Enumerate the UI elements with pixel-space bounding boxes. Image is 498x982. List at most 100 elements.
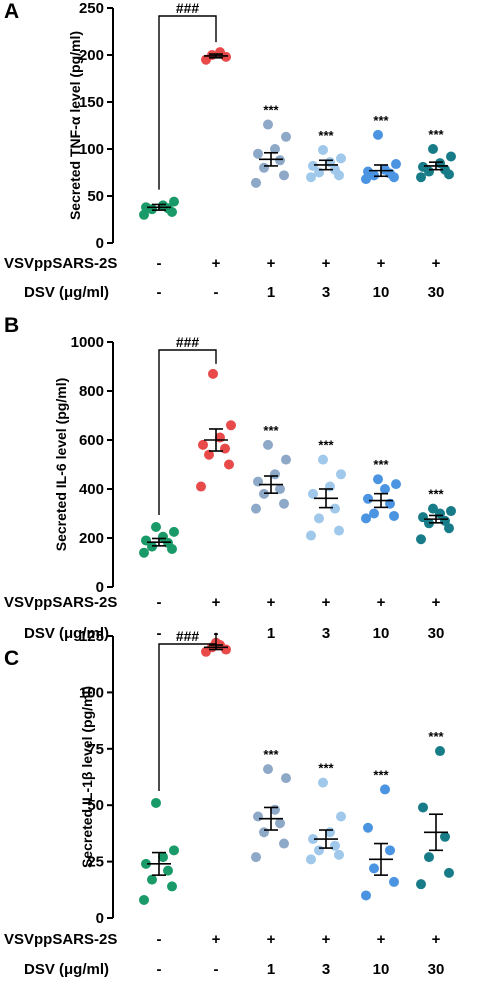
row-value: 1: [267, 284, 275, 301]
data-point: [446, 151, 456, 162]
row-value: -: [157, 284, 162, 301]
row-value: +: [377, 255, 386, 272]
data-point: [259, 162, 269, 173]
row-value: +: [377, 594, 386, 611]
data-point: [141, 535, 151, 546]
row-value: -: [157, 594, 162, 611]
data-point: [253, 148, 263, 159]
y-tick-label: 250: [79, 0, 104, 17]
data-point: [389, 876, 399, 887]
group-3: ***: [251, 103, 291, 188]
group-6: ***: [416, 729, 454, 890]
data-point: [336, 469, 346, 480]
significance-marker: ***: [428, 127, 444, 142]
data-point: [435, 746, 445, 757]
y-tick-label: 75: [87, 741, 104, 758]
row-label: VSVppSARS-2S: [4, 594, 117, 611]
row-label: DSV (μg/ml): [24, 961, 109, 978]
data-point: [208, 368, 218, 379]
data-point: [263, 439, 273, 450]
data-point: [141, 202, 151, 213]
y-tick-label: 1000: [71, 334, 104, 351]
group-6: ***: [416, 127, 456, 183]
y-tick-label: 0: [96, 579, 104, 596]
y-tick-label: 100: [79, 684, 104, 701]
y-tick-label: 0: [96, 235, 104, 252]
data-point: [416, 879, 426, 890]
data-point: [416, 534, 426, 545]
data-point: [198, 439, 208, 450]
data-point: [275, 818, 285, 829]
data-point: [151, 521, 161, 532]
data-point: [330, 840, 340, 851]
data-point: [281, 454, 291, 465]
data-point: [167, 881, 177, 892]
data-point: [416, 172, 426, 183]
row-value: 10: [373, 625, 390, 642]
group-4: ***: [306, 761, 346, 865]
comparison-bracket: [158, 632, 217, 791]
data-point: [169, 526, 179, 537]
data-point: [270, 144, 280, 154]
data-point: [281, 773, 291, 784]
data-point: [253, 811, 263, 822]
data-point: [389, 510, 399, 521]
significance-marker: ***: [263, 103, 279, 118]
row-label: VSVppSARS-2S: [4, 255, 117, 272]
data-point: [440, 831, 450, 842]
data-point: [279, 838, 289, 849]
row-value: +: [322, 594, 331, 611]
data-point: [418, 161, 428, 172]
significance-marker: ***: [318, 761, 334, 776]
data-point: [418, 512, 428, 523]
data-point: [306, 854, 316, 865]
data-point: [361, 174, 371, 185]
data-point: [279, 498, 289, 509]
data-point: [279, 170, 289, 181]
data-point: [336, 153, 346, 164]
data-point: [308, 160, 318, 171]
panel-letter: B: [4, 314, 19, 337]
data-point: [169, 196, 179, 207]
data-point: [391, 159, 401, 170]
row-value: +: [432, 594, 441, 611]
data-point: [139, 894, 149, 905]
data-point: [169, 845, 179, 856]
data-point: [380, 164, 390, 175]
data-point: [428, 144, 438, 154]
data-point: [151, 797, 161, 808]
row-value: -: [157, 961, 162, 978]
data-point: [363, 493, 373, 504]
panel-c: C 0 25 50 75 100 125 Secreted IL-1β level (pg/m…: [4, 628, 454, 978]
data-point: [363, 166, 373, 177]
y-tick-label: 800: [79, 383, 104, 400]
group-5: ***: [361, 113, 401, 185]
data-point: [330, 503, 340, 514]
data-point: [444, 867, 454, 878]
data-point: [391, 479, 401, 490]
data-point: [306, 172, 316, 183]
y-tick-label: 200: [79, 530, 104, 547]
data-point: [385, 845, 395, 856]
data-point: [275, 484, 285, 494]
group-1: [139, 797, 179, 905]
significance-marker: ***: [318, 438, 334, 453]
y-tick-label: 150: [79, 94, 104, 111]
data-point: [141, 858, 151, 869]
group-2: [196, 368, 236, 492]
row-value: +: [267, 931, 276, 948]
row-value: 30: [428, 625, 445, 642]
group-1: [139, 196, 179, 220]
y-tick-label: 600: [79, 432, 104, 449]
bracket-label: ###: [176, 334, 200, 350]
significance-marker: ***: [373, 113, 389, 128]
y-tick-label: 0: [96, 910, 104, 927]
data-point: [251, 852, 261, 863]
y-tick-label: 100: [79, 141, 104, 158]
data-point: [251, 503, 261, 514]
data-point: [380, 784, 390, 795]
row-value: +: [322, 931, 331, 948]
data-point: [446, 506, 456, 517]
row-value: +: [322, 255, 331, 272]
group-2: [201, 637, 231, 657]
